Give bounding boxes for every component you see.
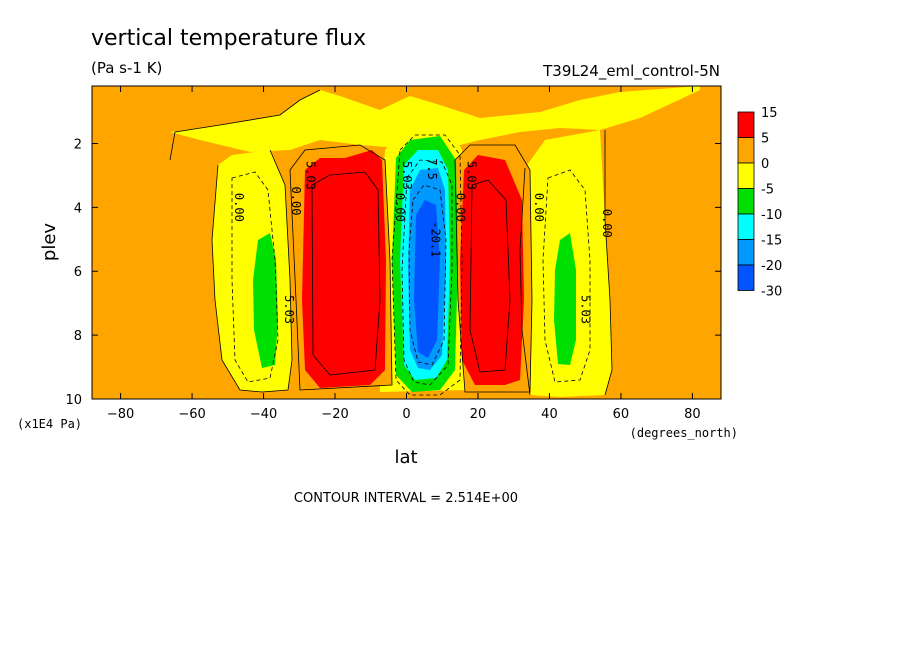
contour-label: 5.03 <box>400 161 414 190</box>
contour-line-dashed <box>391 134 463 396</box>
contour-lines <box>169 89 613 396</box>
y-tick-label: 10 <box>65 393 82 408</box>
contour-line <box>519 167 531 396</box>
contour-label: 0.00 <box>532 193 546 222</box>
contour-label: 0.00 <box>289 187 303 216</box>
y-tick-label: 4 <box>74 201 82 216</box>
contour-label: 0.00 <box>454 193 468 222</box>
field-yellow-left <box>212 150 292 392</box>
x-axis: −80 −60 −40 −20 0 20 40 60 80 <box>107 86 701 422</box>
x-tick-label: −60 <box>178 407 205 422</box>
contour-label: 7.5 <box>425 158 439 180</box>
colorbar-label: -30 <box>761 285 782 300</box>
y-axis: 2 4 6 8 10 <box>65 137 721 408</box>
contour-line-dashed <box>231 171 279 383</box>
x-tick-label: 60 <box>613 407 630 422</box>
colorbar-swatch <box>737 137 755 164</box>
contour-line <box>454 144 533 393</box>
x-tick-label: 0 <box>402 407 410 422</box>
contour-label: -20.1 <box>429 221 443 257</box>
contour-lines-dashed <box>231 134 591 396</box>
colorbar-swatch <box>737 239 755 266</box>
colorbar-label: 0 <box>761 157 769 172</box>
colorbar-label: -5 <box>761 183 774 198</box>
contour-interval: CONTOUR INTERVAL = 2.514E+00 <box>294 491 518 506</box>
colorbar-label: 15 <box>761 106 778 121</box>
x-tick-label: −20 <box>321 407 348 422</box>
dataset-label: T39L24_eml_control-5N <box>542 62 720 81</box>
contour-line <box>289 144 393 391</box>
field-yellow-top <box>170 86 700 152</box>
field-blue-center <box>414 200 440 358</box>
plot-area: 0.00 0.005.035.030.005.03 7.5-20.10.005.03… <box>91 85 722 400</box>
contour-line <box>469 179 511 373</box>
contour-label: 5.03 <box>282 295 296 324</box>
contour-line <box>169 89 321 161</box>
x-tick-label: 20 <box>470 407 487 422</box>
contour-label: 5.03 <box>464 161 478 190</box>
colorbar-swatch <box>737 213 755 240</box>
contour-line <box>311 171 381 376</box>
field-green-right <box>554 233 576 365</box>
colorbar-swatch <box>737 188 755 215</box>
contour-line-dashed <box>408 184 447 366</box>
colorbar-label: -20 <box>761 259 782 274</box>
contour-labels: 0.00 0.005.035.030.005.03 7.5-20.10.005.03… <box>232 158 614 324</box>
contour-line-dashed <box>401 159 453 386</box>
y-axis-label: plev <box>39 223 60 262</box>
x-tick-label: −40 <box>250 407 277 422</box>
colorbar-swatch <box>737 264 755 291</box>
y-tick-label: 8 <box>74 329 82 344</box>
y-tick-label: 6 <box>74 265 82 280</box>
colorbar-label: 5 <box>761 132 769 147</box>
colorbar: 15 5 0 -5 -10 -15 -20 -30 <box>737 106 782 300</box>
x-tick-label: 80 <box>684 407 701 422</box>
x-tick-label: −80 <box>107 407 134 422</box>
chart-title: vertical temperature flux <box>91 26 366 51</box>
x-tick-label: 40 <box>541 407 558 422</box>
x-axis-label: lat <box>394 447 417 468</box>
contour-label: 0.00 <box>600 209 614 238</box>
contour-label: 5.03 <box>303 161 317 190</box>
contour-label: 0.00 <box>232 193 246 222</box>
y-axis-units: (x1E4 Pa) <box>17 417 82 431</box>
y-tick-label: 2 <box>74 137 82 152</box>
field-red-left <box>302 150 386 388</box>
colorbar-swatch <box>737 162 755 189</box>
colorbar-label: -10 <box>761 208 782 223</box>
chart-units: (Pa s-1 K) <box>91 59 162 77</box>
contour-line-dashed <box>542 169 591 383</box>
colorbar-swatch <box>737 111 755 138</box>
field-green-left <box>253 233 278 368</box>
contour-line <box>211 149 293 393</box>
contour-line <box>604 130 613 396</box>
colorbar-label: -15 <box>761 234 782 249</box>
x-axis-units: (degrees_north) <box>630 426 738 440</box>
contour-label: 0.00 <box>393 193 407 222</box>
contour-label: 5.03 <box>579 295 593 324</box>
